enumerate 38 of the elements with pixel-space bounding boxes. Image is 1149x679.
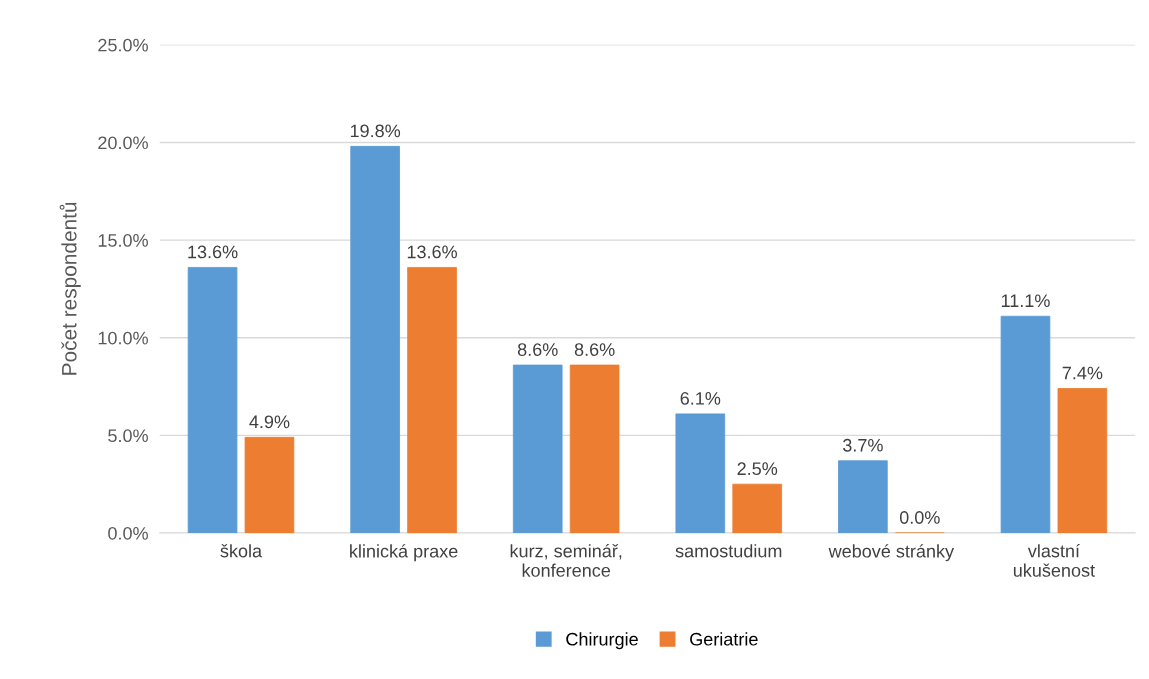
- x-tick-label: kurz, seminář, konference: [510, 543, 622, 577]
- data-label: 4.9%: [249, 415, 290, 429]
- bar: [1057, 388, 1108, 534]
- y-tick-label: 10.0%: [98, 331, 148, 345]
- x-tick-label: klinická praxe: [350, 544, 458, 562]
- bar: [1000, 315, 1051, 534]
- bar: [838, 460, 888, 534]
- legend-label: Geriatrie: [690, 632, 758, 646]
- data-label: 7.4%: [1062, 366, 1103, 380]
- y-tick-label: 15.0%: [98, 234, 148, 247]
- data-label: 3.7%: [843, 438, 883, 452]
- bar: [675, 413, 726, 534]
- bar: [244, 436, 295, 534]
- data-label: 13.6%: [407, 245, 457, 259]
- x-tick-label: škola: [220, 544, 263, 558]
- y-tick-label: 20.0%: [98, 136, 148, 150]
- data-label: 2.5%: [737, 462, 778, 476]
- y-tick-label: 5.0%: [108, 429, 148, 443]
- data-label: 13.6%: [188, 245, 238, 259]
- x-tick-label: vlastní ukušenost: [1013, 543, 1095, 577]
- bar: [732, 483, 783, 534]
- data-label: 0.0%: [899, 511, 940, 524]
- bar: [569, 364, 620, 534]
- x-tick-label: samostudium: [675, 544, 782, 558]
- bar: [512, 364, 563, 534]
- bar: [350, 145, 400, 534]
- x-tick-label: webové stránky: [828, 544, 955, 562]
- bar: [187, 267, 238, 534]
- data-label: 8.6%: [574, 343, 615, 356]
- legend-label: Chirurgie: [566, 632, 638, 650]
- data-label: 11.1%: [1001, 294, 1050, 308]
- bar: [407, 267, 457, 534]
- data-label: 6.1%: [680, 391, 721, 405]
- data-label: 8.6%: [517, 343, 558, 356]
- y-tick-label: 0.0%: [108, 526, 148, 540]
- data-label: 19.8%: [350, 124, 401, 138]
- y-tick-label: 25.0%: [98, 38, 148, 52]
- y-axis-title: Počet respondentů: [59, 202, 81, 375]
